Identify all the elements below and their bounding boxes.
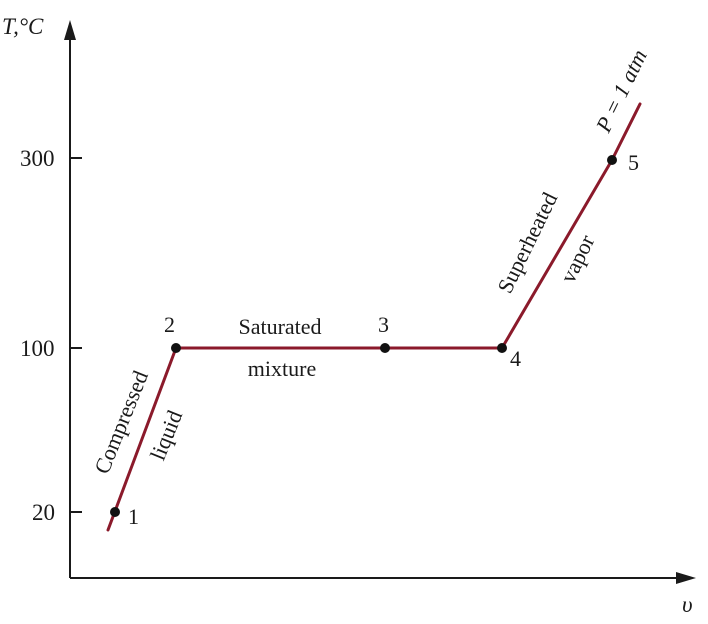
pressure-label: P = 1 atm [590, 46, 652, 137]
y-axis-arrow [64, 20, 76, 40]
superheated-label-line2: vapor [555, 230, 600, 287]
point-label-5: 5 [628, 150, 639, 175]
compressed-label-line1: Compressed [89, 367, 153, 477]
state-point-3 [380, 343, 390, 353]
saturated-label-line1: Saturated [238, 314, 321, 339]
process-line [106, 102, 642, 532]
y-tick-label-300: 300 [20, 146, 55, 171]
y-tick-label-100: 100 [20, 336, 55, 361]
saturated-label-line2: mixture [248, 356, 316, 381]
state-point-4 [497, 343, 507, 353]
y-axis-title: T,°C [2, 14, 44, 39]
point-label-1: 1 [128, 504, 139, 529]
state-point-1 [110, 507, 120, 517]
y-tick-label-20: 20 [32, 500, 55, 525]
superheated-label-line1: Superheated [492, 188, 562, 297]
point-label-3: 3 [378, 312, 389, 337]
point-label-2: 2 [164, 312, 175, 337]
state-point-2 [171, 343, 181, 353]
x-axis-arrow [676, 572, 696, 584]
x-axis-title: υ [682, 592, 693, 617]
point-label-4: 4 [510, 346, 521, 371]
state-point-5 [607, 155, 617, 165]
